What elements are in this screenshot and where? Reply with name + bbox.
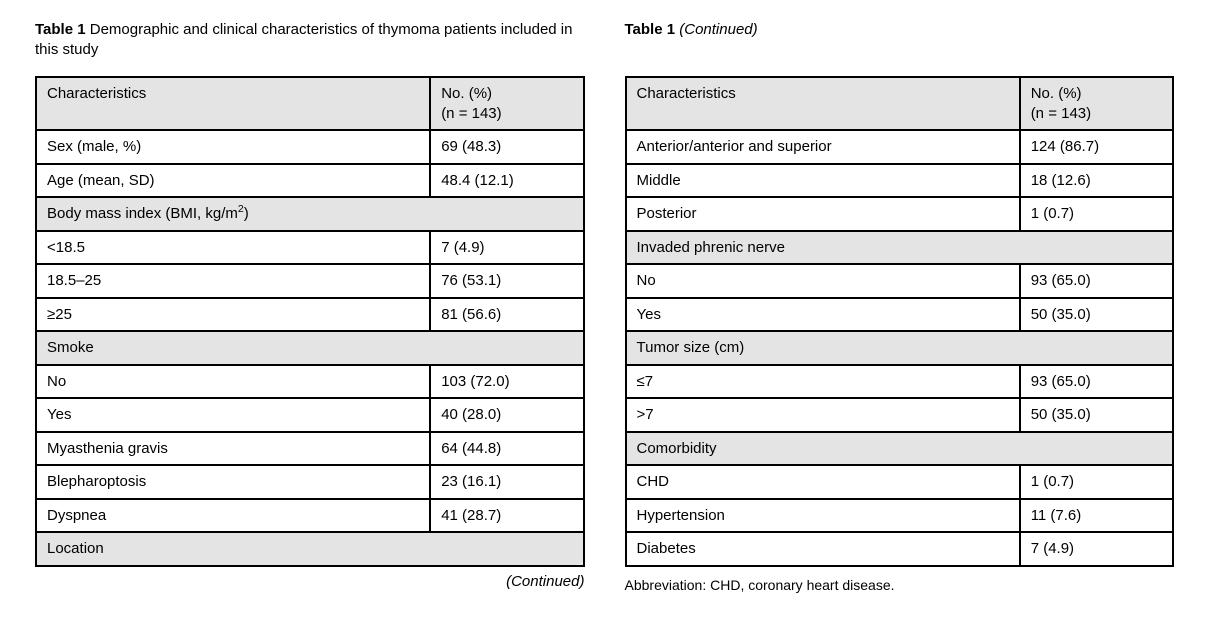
row-value: 81 (56.6) <box>430 298 583 332</box>
row-label: Age (mean, SD) <box>36 164 430 198</box>
section-row: Tumor size (cm) <box>626 331 1174 365</box>
table-row: CHD1 (0.7) <box>626 465 1174 499</box>
left-column: Table 1 Demographic and clinical charact… <box>35 20 585 590</box>
left-caption: Table 1 Demographic and clinical charact… <box>35 20 585 62</box>
table-row: Tumor size (cm) <box>626 331 1174 365</box>
table-row: Blepharoptosis23 (16.1) <box>36 465 584 499</box>
row-value: 124 (86.7) <box>1020 130 1173 164</box>
row-label: ≤7 <box>626 365 1020 399</box>
table-row: Posterior1 (0.7) <box>626 197 1174 231</box>
table-row: ≤793 (65.0) <box>626 365 1174 399</box>
row-value: 40 (28.0) <box>430 398 583 432</box>
row-label: Diabetes <box>626 532 1020 566</box>
right-table-body: Anterior/anterior and superior124 (86.7)… <box>626 130 1174 566</box>
row-value: 18 (12.6) <box>1020 164 1173 198</box>
right-caption-italic: (Continued) <box>679 21 757 38</box>
table-header-row: Characteristics No. (%) (n = 143) <box>626 77 1174 130</box>
section-row: Location <box>36 532 584 566</box>
table-header-row: Characteristics No. (%) (n = 143) <box>36 77 584 130</box>
table-row: Smoke <box>36 331 584 365</box>
right-caption-text: (Continued) <box>679 21 757 38</box>
table-row: Yes40 (28.0) <box>36 398 584 432</box>
row-value: 69 (48.3) <box>430 130 583 164</box>
page-root: Table 1 Demographic and clinical charact… <box>0 0 1209 637</box>
table-row: Hypertension11 (7.6) <box>626 499 1174 533</box>
table-row: Age (mean, SD)48.4 (12.1) <box>36 164 584 198</box>
table-row: Myasthenia gravis64 (44.8) <box>36 432 584 466</box>
table-row: Sex (male, %)69 (48.3) <box>36 130 584 164</box>
row-label: Middle <box>626 164 1020 198</box>
row-value: 41 (28.7) <box>430 499 583 533</box>
row-label: CHD <box>626 465 1020 499</box>
table-row: No103 (72.0) <box>36 365 584 399</box>
header-characteristics: Characteristics <box>626 77 1020 130</box>
header-value-line1: No. (%) <box>1031 85 1082 102</box>
row-label: <18.5 <box>36 231 430 265</box>
table-row: Dyspnea41 (28.7) <box>36 499 584 533</box>
row-value: 50 (35.0) <box>1020 298 1173 332</box>
row-value: 11 (7.6) <box>1020 499 1173 533</box>
table-row: Location <box>36 532 584 566</box>
table-row: >750 (35.0) <box>626 398 1174 432</box>
left-table-body: Sex (male, %)69 (48.3)Age (mean, SD)48.4… <box>36 130 584 566</box>
header-value: No. (%) (n = 143) <box>1020 77 1173 130</box>
header-value: No. (%) (n = 143) <box>430 77 583 130</box>
row-label: Sex (male, %) <box>36 130 430 164</box>
right-table: Characteristics No. (%) (n = 143) Anteri… <box>625 76 1175 567</box>
row-label: Blepharoptosis <box>36 465 430 499</box>
row-value: 93 (65.0) <box>1020 264 1173 298</box>
row-value: 23 (16.1) <box>430 465 583 499</box>
table-row: ≥2581 (56.6) <box>36 298 584 332</box>
row-value: 64 (44.8) <box>430 432 583 466</box>
row-value: 93 (65.0) <box>1020 365 1173 399</box>
table-row: Body mass index (BMI, kg/m2) <box>36 197 584 231</box>
table-row: Invaded phrenic nerve <box>626 231 1174 265</box>
row-value: 7 (4.9) <box>430 231 583 265</box>
row-value: 103 (72.0) <box>430 365 583 399</box>
row-value: 1 (0.7) <box>1020 465 1173 499</box>
table-row: Comorbidity <box>626 432 1174 466</box>
table-row: Yes50 (35.0) <box>626 298 1174 332</box>
table-row: Diabetes7 (4.9) <box>626 532 1174 566</box>
table-row: No93 (65.0) <box>626 264 1174 298</box>
row-label: Anterior/anterior and superior <box>626 130 1020 164</box>
row-label: No <box>626 264 1020 298</box>
table-row: <18.57 (4.9) <box>36 231 584 265</box>
row-value: 50 (35.0) <box>1020 398 1173 432</box>
section-row: Comorbidity <box>626 432 1174 466</box>
row-label: Myasthenia gravis <box>36 432 430 466</box>
row-label: 18.5–25 <box>36 264 430 298</box>
row-value: 48.4 (12.1) <box>430 164 583 198</box>
header-value-line2: (n = 143) <box>441 105 501 122</box>
row-label: Yes <box>36 398 430 432</box>
row-label: No <box>36 365 430 399</box>
table-row: 18.5–2576 (53.1) <box>36 264 584 298</box>
row-value: 76 (53.1) <box>430 264 583 298</box>
header-characteristics: Characteristics <box>36 77 430 130</box>
abbreviation-note: Abbreviation: CHD, coronary heart diseas… <box>625 577 1175 593</box>
left-table: Characteristics No. (%) (n = 143) Sex (m… <box>35 76 585 567</box>
header-value-line2: (n = 143) <box>1031 105 1091 122</box>
table-row: Anterior/anterior and superior124 (86.7) <box>626 130 1174 164</box>
right-caption-label: Table 1 <box>625 21 676 38</box>
section-row: Body mass index (BMI, kg/m2) <box>36 197 584 231</box>
right-column: Table 1 (Continued) Characteristics No. … <box>625 20 1175 593</box>
row-label: Hypertension <box>626 499 1020 533</box>
row-label: Posterior <box>626 197 1020 231</box>
row-label: Dyspnea <box>36 499 430 533</box>
row-label: Yes <box>626 298 1020 332</box>
section-row: Smoke <box>36 331 584 365</box>
row-label: ≥25 <box>36 298 430 332</box>
section-row: Invaded phrenic nerve <box>626 231 1174 265</box>
left-caption-text: Demographic and clinical characteristics… <box>35 21 572 58</box>
left-continued: (Continued) <box>35 573 585 590</box>
left-caption-label: Table 1 <box>35 21 86 38</box>
header-value-line1: No. (%) <box>441 85 492 102</box>
right-caption: Table 1 (Continued) <box>625 20 1175 62</box>
row-value: 1 (0.7) <box>1020 197 1173 231</box>
table-row: Middle18 (12.6) <box>626 164 1174 198</box>
row-value: 7 (4.9) <box>1020 532 1173 566</box>
row-label: >7 <box>626 398 1020 432</box>
